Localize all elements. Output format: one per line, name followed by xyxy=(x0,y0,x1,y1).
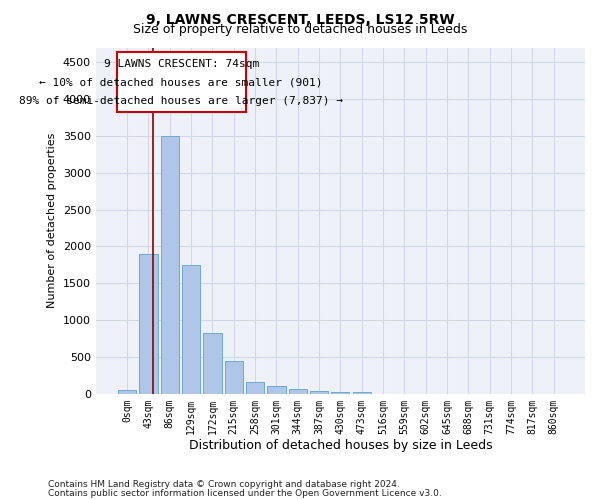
Bar xyxy=(289,390,307,394)
Bar xyxy=(139,254,158,394)
Bar xyxy=(310,391,328,394)
X-axis label: Distribution of detached houses by size in Leeds: Distribution of detached houses by size … xyxy=(188,440,492,452)
Text: Size of property relative to detached houses in Leeds: Size of property relative to detached ho… xyxy=(133,22,467,36)
Bar xyxy=(118,390,136,394)
Bar xyxy=(331,392,349,394)
Bar xyxy=(203,332,221,394)
Text: Contains HM Land Registry data © Crown copyright and database right 2024.: Contains HM Land Registry data © Crown c… xyxy=(48,480,400,489)
Bar xyxy=(353,392,371,394)
Text: Contains public sector information licensed under the Open Government Licence v3: Contains public sector information licen… xyxy=(48,489,442,498)
FancyBboxPatch shape xyxy=(117,52,245,112)
Bar xyxy=(225,362,243,394)
Text: 9 LAWNS CRESCENT: 74sqm: 9 LAWNS CRESCENT: 74sqm xyxy=(104,60,259,70)
Y-axis label: Number of detached properties: Number of detached properties xyxy=(47,133,58,308)
Bar xyxy=(268,386,286,394)
Text: 89% of semi-detached houses are larger (7,837) →: 89% of semi-detached houses are larger (… xyxy=(19,96,343,106)
Bar xyxy=(161,136,179,394)
Text: 9, LAWNS CRESCENT, LEEDS, LS12 5RW: 9, LAWNS CRESCENT, LEEDS, LS12 5RW xyxy=(146,12,454,26)
Bar xyxy=(182,265,200,394)
Bar xyxy=(246,382,264,394)
Text: ← 10% of detached houses are smaller (901): ← 10% of detached houses are smaller (90… xyxy=(40,78,323,88)
